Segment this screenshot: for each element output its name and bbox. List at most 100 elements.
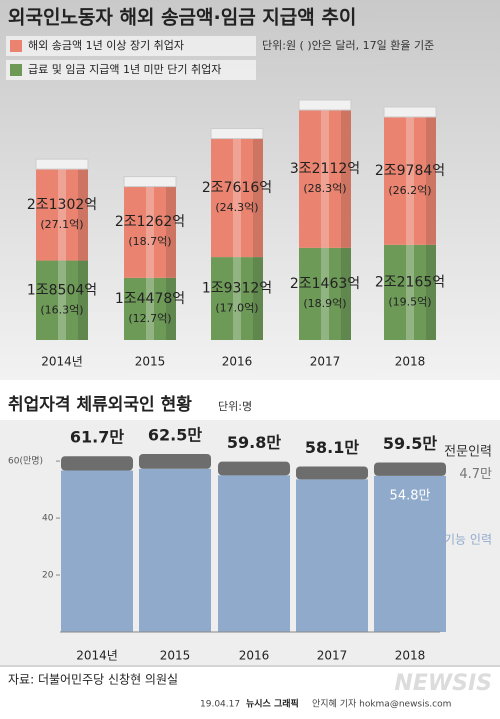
value-label: 1조9312억: [202, 281, 272, 297]
bar-segment: [61, 456, 133, 471]
bar-segment: [211, 257, 263, 340]
bar-segment: [124, 186, 176, 278]
usd-label: (16.3억): [40, 303, 83, 316]
usd-label: (27.1억): [40, 218, 83, 231]
x-tick-label: 2014년: [76, 649, 118, 663]
bar-shine: [58, 260, 66, 340]
total-label: 62.5만: [148, 425, 202, 444]
value-label: 54.8만: [390, 488, 431, 503]
legend-label: 해외 송금액 1년 이상 장기 취업자: [28, 38, 184, 52]
bar-cap: [123, 176, 177, 188]
bar-segment: [218, 461, 290, 476]
bar-side: [253, 257, 263, 340]
bar-shine: [233, 257, 241, 340]
bar-segment: [61, 470, 133, 632]
source: 자료: 더불어민주당 신창현 의원실: [8, 673, 178, 687]
bar-shine: [406, 116, 414, 245]
usd-label: (17.0억): [215, 302, 258, 315]
x-tick-label: 2015: [160, 649, 191, 663]
bar-shine: [146, 186, 154, 278]
bar-shine: [406, 244, 414, 340]
usd-label: (18.9억): [303, 297, 346, 310]
bar-side: [426, 116, 436, 245]
logo: NEWSIS: [394, 671, 492, 696]
usd-label: (26.2억): [388, 184, 431, 197]
legend-swatch: [10, 40, 22, 52]
legend-box: [6, 60, 256, 80]
value-label: 1조4478억: [115, 291, 185, 307]
usd-label: (12.7억): [128, 312, 171, 325]
total-label: 61.7만: [70, 428, 124, 447]
legend-label: 단순기능 인력: [422, 533, 492, 547]
y-tick-label: 60(만명): [8, 456, 43, 467]
date: 19.04.17: [200, 700, 240, 710]
bar-side: [426, 244, 436, 340]
bar-segment: [36, 260, 88, 340]
bar-segment: [218, 475, 290, 632]
x-tick-label: 2016: [222, 355, 253, 369]
value-label: 2조1262억: [115, 214, 185, 230]
bar-segment: [296, 466, 368, 480]
usd-label: (28.3억): [303, 182, 346, 195]
value-label: 2조1302억: [27, 197, 97, 213]
legend-swatch: [10, 64, 22, 76]
bar-side: [78, 260, 88, 340]
bar-shine: [233, 138, 241, 258]
x-tick-label: 2018: [395, 649, 426, 663]
bar-side: [341, 247, 351, 340]
agency: 뉴시스 그래픽: [246, 698, 299, 710]
bar-cap: [35, 158, 89, 170]
x-tick-label: 2017: [310, 355, 341, 369]
total-label: 59.8만: [227, 433, 281, 452]
value-label: 2조2165억: [375, 274, 445, 290]
usd-label: (24.3억): [215, 201, 258, 214]
x-tick-label: 2014년: [41, 355, 83, 369]
bar-side: [78, 169, 88, 261]
bar-segment: [36, 169, 88, 261]
chart-title: 외국인노동자 해외 송금액·임금 지급액 추이: [8, 7, 356, 29]
total-label: 58.1만: [305, 438, 359, 457]
bar-segment: [139, 453, 211, 469]
value-label: 2조1463억: [290, 276, 360, 292]
x-tick-label: 2016: [239, 649, 270, 663]
legend-label: 전문인력: [444, 445, 492, 460]
bar-segment: [124, 277, 176, 340]
bar-side: [166, 277, 176, 340]
bar-side: [253, 138, 263, 258]
bar-segment: [299, 110, 351, 248]
y-tick-label: 40: [42, 514, 54, 524]
legend-box: [6, 36, 256, 56]
x-tick-label: 2017: [317, 649, 348, 663]
value-label: 3조2112억: [290, 161, 360, 177]
bar-cap: [298, 99, 352, 111]
unit-note: 단위:명: [218, 400, 252, 413]
value-label: 2조7616억: [202, 180, 272, 196]
bar-side: [341, 110, 351, 248]
bar-segment: [211, 138, 263, 258]
credit: 안지혜 기자 hokma@newsis.com: [312, 698, 451, 710]
y-tick-label: 20: [42, 571, 54, 581]
usd-label: (18.7억): [128, 235, 171, 248]
bar-segment: [139, 468, 211, 632]
bar-side: [166, 186, 176, 278]
bar-segment: [384, 244, 436, 340]
bar-segment: [296, 479, 368, 632]
value-label: 4.7만: [459, 467, 492, 482]
bar-segment: [299, 247, 351, 340]
value-label: 1조8504억: [27, 282, 97, 298]
x-tick-label: 2018: [395, 355, 426, 369]
value-label: 2조9784억: [375, 163, 445, 179]
bar-cap: [383, 106, 437, 118]
usd-label: (19.5억): [388, 295, 431, 308]
bar-cap: [210, 128, 264, 140]
bar-shine: [321, 247, 329, 340]
bar-segment: [384, 116, 436, 245]
bar-shine: [58, 169, 66, 261]
bar-shine: [146, 277, 154, 340]
x-tick-label: 2015: [135, 355, 166, 369]
chart-title: 취업자격 체류외국인 현황: [8, 394, 192, 415]
bar-shine: [321, 110, 329, 248]
bar-segment: [374, 462, 446, 476]
unit-note: 단위:원 ( )안은 달러, 17일 환율 기준: [262, 38, 434, 52]
